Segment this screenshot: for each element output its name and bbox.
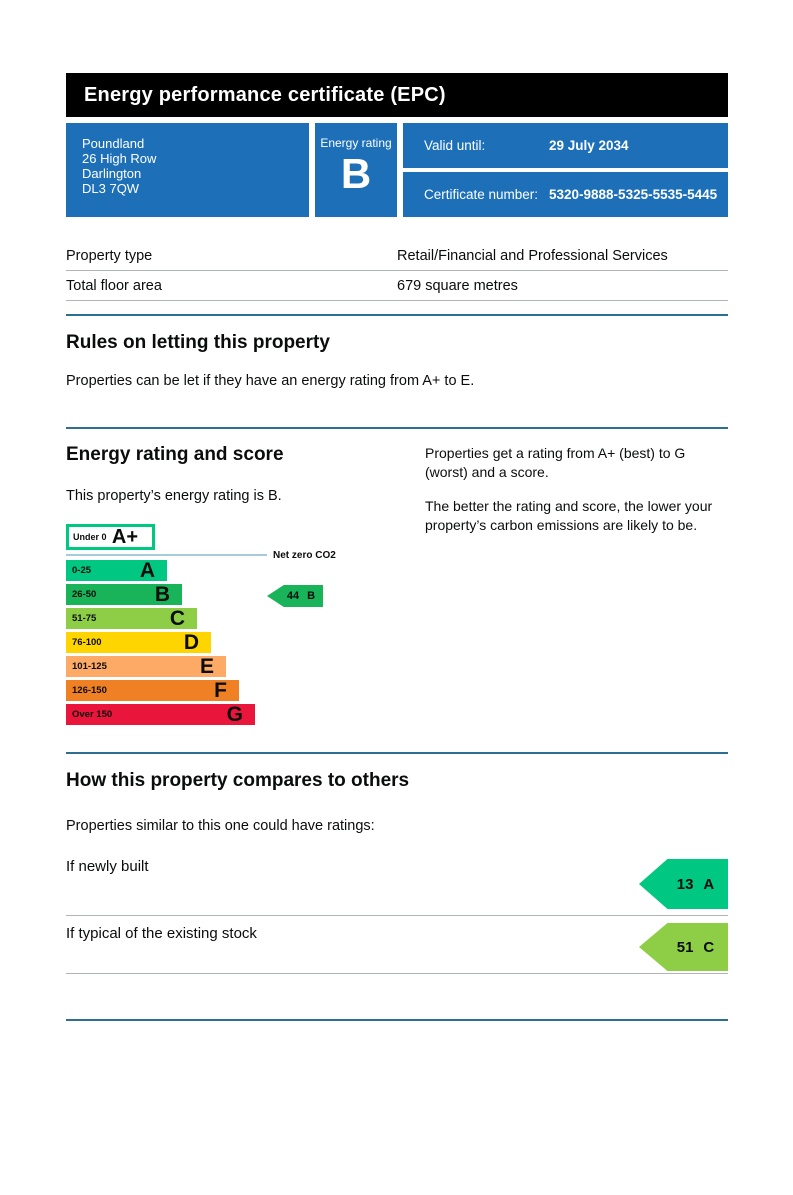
valid-until-label: Valid until:	[424, 138, 486, 153]
rating-section: Energy rating and score This property’s …	[66, 444, 728, 728]
band-letter: C	[169, 607, 185, 630]
table-row: Property type Retail/Financial and Profe…	[66, 241, 728, 271]
table-row: Total floor area 679 square metres	[66, 271, 728, 301]
band-letter: G	[226, 703, 243, 726]
rules-heading: Rules on letting this property	[66, 332, 330, 353]
band-letter: E	[199, 655, 214, 678]
row-label: Total floor area	[66, 278, 162, 294]
address-line: DL3 7QW	[82, 181, 140, 196]
address-box: Poundland 26 High Row Darlington DL3 7QW	[66, 123, 309, 217]
current-rating-letter: B	[307, 590, 316, 602]
section-divider	[66, 752, 728, 754]
energy-rating-box: Energy rating B	[315, 123, 397, 217]
valid-until-box: Valid until: 29 July 2034	[403, 123, 728, 168]
rating-section-left: Energy rating and score This property’s …	[66, 444, 425, 728]
rating-aside-paragraph: The better the rating and score, the low…	[425, 498, 713, 533]
rules-body: Properties can be let if they have an en…	[66, 373, 475, 389]
band-g: Over 150 G	[66, 704, 255, 725]
band-a: 0-25 A	[66, 560, 167, 581]
valid-until-value: 29 July 2034	[549, 138, 629, 153]
band-d: 76-100 D	[66, 632, 211, 653]
section-divider	[66, 314, 728, 316]
arrow-letter: A	[703, 875, 715, 893]
compare-row: If newly built 13 A	[66, 852, 728, 916]
band-letter: B	[154, 583, 170, 606]
current-rating-score: 44	[286, 590, 300, 602]
rating-heading: Energy rating and score	[66, 444, 284, 465]
validity-column: Valid until: 29 July 2034 Certificate nu…	[403, 123, 728, 217]
header-bar: Energy performance certificate (EPC)	[66, 73, 728, 117]
row-value: Retail/Financial and Professional Servic…	[397, 248, 668, 264]
summary-panel: Poundland 26 High Row Darlington DL3 7QW…	[66, 123, 728, 217]
energy-rating-value: B	[340, 150, 372, 197]
address-line: 26 High Row	[82, 151, 157, 166]
epc-rating-chart: Under 0 A+ Net zero CO2 0-25 A 26-50 B 5…	[66, 524, 425, 725]
section-divider	[66, 427, 728, 429]
band-c: 51-75 C	[66, 608, 197, 629]
address-line: Darlington	[82, 166, 142, 181]
certificate-number-box: Certificate number: 5320-9888-5325-5535-…	[403, 172, 728, 217]
band-range-label: 76-100	[72, 637, 102, 648]
compare-heading: How this property compares to others	[66, 770, 410, 791]
epc-document: Energy performance certificate (EPC) Pou…	[66, 73, 728, 1021]
arrow-score: 13	[676, 875, 694, 893]
certificate-number-label: Certificate number:	[424, 187, 539, 202]
band-range-label: 126-150	[72, 685, 107, 696]
arrow-letter: C	[703, 938, 715, 956]
rating-intro: This property’s energy rating is B.	[66, 488, 282, 504]
compare-label: If newly built	[66, 858, 149, 875]
band-letter: A+	[111, 525, 138, 548]
band-e: 101-125 E	[66, 656, 226, 677]
net-zero-label: Net zero CO2	[273, 549, 336, 561]
rating-section-aside: Properties get a rating from A+ (best) t…	[425, 444, 728, 728]
band-range-label: 51-75	[72, 613, 97, 624]
compare-label: If typical of the existing stock	[66, 925, 257, 942]
compare-intro: Properties similar to this one could hav…	[66, 818, 375, 834]
band-range-label: Over 150	[72, 709, 113, 720]
band-letter: F	[214, 679, 227, 702]
section-divider	[66, 1019, 728, 1021]
page-title: Energy performance certificate (EPC)	[84, 83, 446, 106]
band-a-plus: Under 0 A+	[66, 524, 155, 550]
net-zero-line	[66, 554, 267, 556]
address-line: Poundland	[82, 136, 145, 151]
certificate-number-value: 5320-9888-5325-5535-5445	[549, 187, 718, 202]
net-zero-row: Net zero CO2	[66, 549, 425, 561]
row-label: Property type	[66, 248, 153, 264]
row-value: 679 square metres	[397, 278, 518, 294]
compare-rows: If newly built 13 A If typical of the ex…	[66, 852, 728, 974]
current-rating-arrow: 44 B	[267, 585, 323, 607]
property-details-table: Property type Retail/Financial and Profe…	[66, 241, 728, 301]
band-range-label: 0-25	[72, 565, 92, 576]
band-range-label: 26-50	[72, 589, 97, 600]
band-range-label: 101-125	[72, 661, 107, 672]
band-letter: D	[183, 631, 199, 654]
band-f: 126-150 F	[66, 680, 239, 701]
rating-aside-paragraph: Properties get a rating from A+ (best) t…	[425, 445, 686, 480]
compare-row: If typical of the existing stock 51 C	[66, 916, 728, 974]
band-range-label: Under 0	[73, 532, 107, 542]
energy-rating-label: Energy rating	[320, 136, 392, 150]
arrow-score: 51	[676, 938, 694, 956]
band-b: 26-50 B	[66, 584, 182, 605]
band-letter: A	[139, 559, 155, 582]
